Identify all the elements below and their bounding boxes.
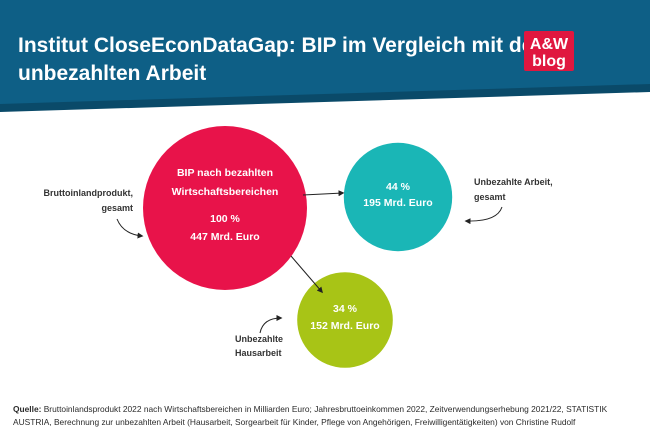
page-title-line1: Institut CloseEconDataGap: BIP im Vergle…: [18, 34, 542, 57]
bubble-labels: BIP nach bezahlten Wirtschaftsbereichen …: [172, 167, 433, 332]
connector-arrow-bip-green: [290, 255, 323, 294]
header-background: [0, 0, 650, 104]
teal-percent: 44 %: [386, 181, 411, 193]
annotation-teal-line1: Unbezahlte Arbeit,: [474, 177, 553, 187]
logo-background: [524, 31, 574, 71]
annotation-teal-arrow: [464, 206, 503, 225]
source-note: Quelle: Bruttoinlandsprodukt 2022 nach W…: [13, 403, 641, 429]
bip-label-line2: Wirtschaftsbereichen: [172, 186, 279, 198]
aw-blog-logo: A&W blog: [524, 31, 574, 71]
bubble-unbezahlte-arbeit: [343, 142, 453, 252]
bip-percent: 100 %: [210, 213, 240, 225]
bip-label-line1: BIP nach bezahlten: [177, 167, 273, 179]
annotation-green-line2: Hausarbeit: [235, 348, 282, 358]
annotation-green-line1: Unbezahlte: [235, 334, 283, 344]
annotation-layer: Bruttoinlandprodukt, gesamt Unbezahlte A…: [44, 177, 553, 358]
bubble-hausarbeit: [297, 272, 393, 368]
annotation-bip-arrow: [116, 218, 144, 239]
green-value: 152 Mrd. Euro: [310, 320, 379, 332]
source-text: Bruttoinlandsprodukt 2022 nach Wirtschaf…: [13, 404, 608, 427]
header-banner: Institut CloseEconDataGap: BIP im Vergle…: [0, 0, 650, 112]
connector-arrow-bip-teal: [302, 190, 345, 197]
annotation-green-arrow: [259, 315, 283, 334]
logo-text-blog: blog: [532, 53, 566, 70]
connector-layer: [290, 190, 345, 294]
bubble-bip: [143, 126, 307, 290]
logo-text-aw: A&W: [530, 36, 569, 53]
annotation-bip-line2: gesamt: [101, 203, 133, 213]
annotation-teal-line2: gesamt: [474, 192, 506, 202]
source-label: Quelle:: [13, 404, 42, 414]
bip-value: 447 Mrd. Euro: [190, 231, 259, 243]
teal-value: 195 Mrd. Euro: [363, 197, 432, 209]
page-title-line2: unbezahlten Arbeit: [18, 62, 206, 85]
annotation-bip-line1: Bruttoinlandprodukt,: [44, 188, 134, 198]
bubble-layer: [143, 126, 453, 368]
green-percent: 34 %: [333, 303, 358, 315]
